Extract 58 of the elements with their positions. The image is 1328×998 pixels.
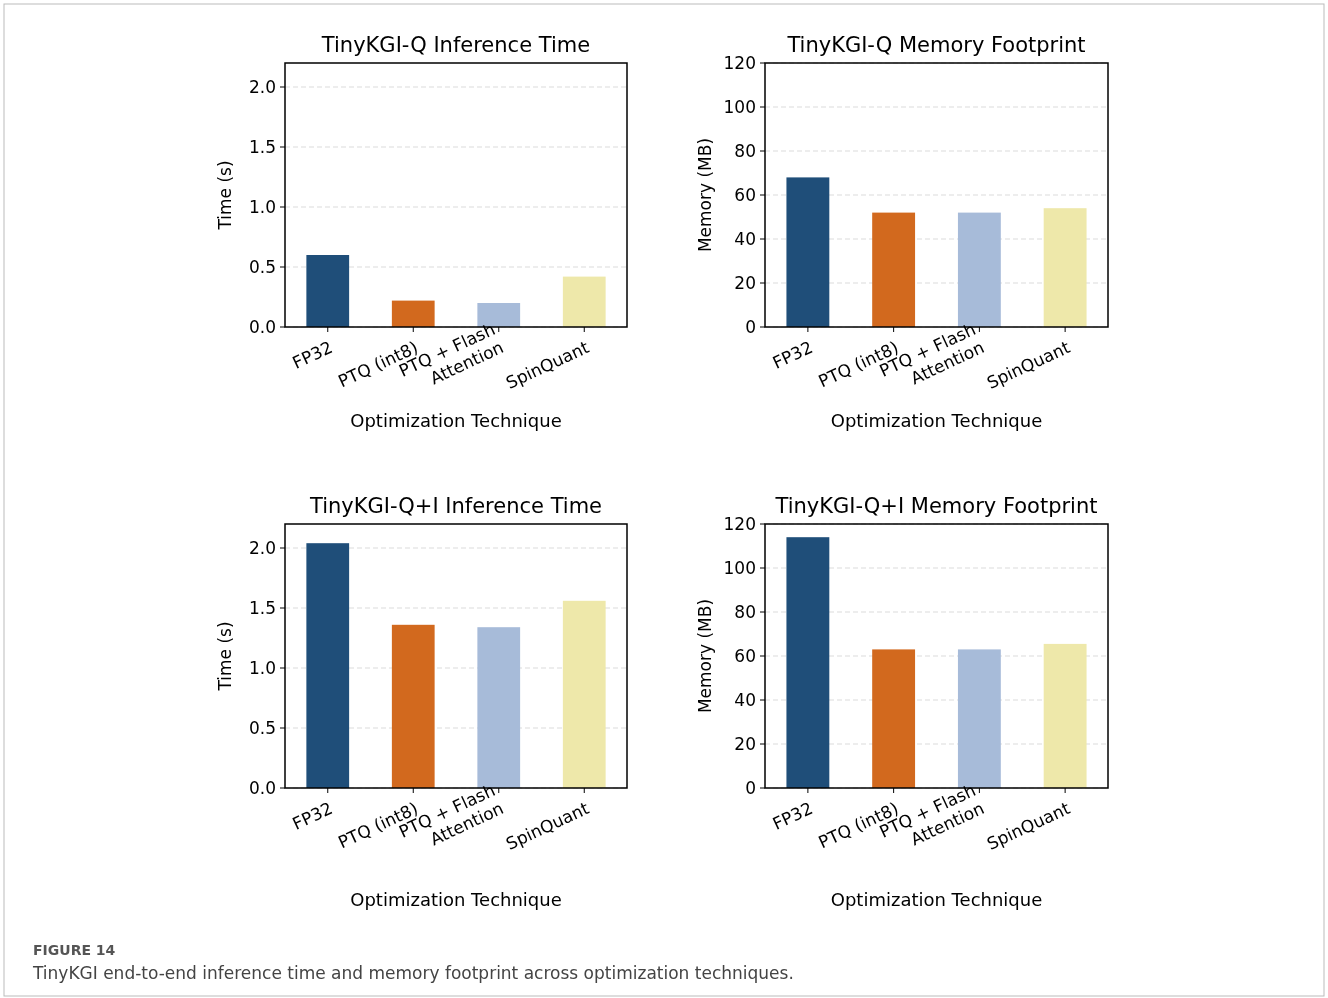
- bar: [957, 212, 1001, 327]
- y-tick-label: 40: [734, 689, 756, 710]
- y-tick-label: 60: [734, 184, 756, 205]
- x-axis-title: Optimization Technique: [350, 410, 562, 431]
- y-axis-title: Memory (MB): [695, 137, 715, 253]
- y-tick-label: 2.0: [248, 537, 276, 558]
- y-tick-label: 1.5: [248, 136, 276, 157]
- y-tick-label: 60: [734, 645, 756, 666]
- y-tick-label: 120: [723, 513, 756, 534]
- x-tick-label: FP32: [289, 798, 336, 834]
- x-tick-label: FP32: [289, 337, 336, 373]
- x-axis-title: Optimization Technique: [350, 889, 562, 910]
- bar: [1043, 643, 1087, 788]
- bar: [957, 649, 1001, 788]
- bar: [786, 537, 830, 788]
- y-tick-label: 0.0: [248, 777, 276, 798]
- chart-title: TinyKGI-Q Inference Time: [320, 33, 591, 57]
- y-axis-title: Time (s): [215, 621, 235, 692]
- text: TinyKGI end-to-end inference time and memory footprint across optimization techniques.: [32, 963, 794, 983]
- caption: FIGURE 14: [33, 942, 116, 958]
- x-axis-title: Optimization Technique: [830, 889, 1043, 910]
- y-tick-label: 0.5: [248, 717, 276, 738]
- chart-title: TinyKGI-Q+I Inference Time: [308, 494, 603, 518]
- y-tick-label: 1.0: [248, 196, 276, 217]
- bar: [1043, 208, 1087, 327]
- chart-title: TinyKGI-Q+I Memory Footprint: [774, 494, 1098, 518]
- y-tick-label: 100: [723, 557, 756, 578]
- y-tick-label: 20: [734, 272, 756, 293]
- bar: [786, 177, 830, 327]
- y-tick-label: 2.0: [248, 76, 276, 97]
- y-tick-label: 1.5: [248, 597, 276, 618]
- y-tick-label: 100: [723, 96, 756, 117]
- bar: [391, 300, 435, 327]
- y-tick-label: 0: [745, 777, 756, 798]
- y-tick-label: 120: [723, 52, 756, 73]
- y-tick-label: 0.0: [248, 316, 276, 337]
- bar: [872, 649, 916, 788]
- bar: [391, 624, 435, 788]
- chart-title: TinyKGI-Q Memory Footprint: [786, 33, 1086, 57]
- bar: [562, 276, 606, 327]
- x-tick-label: FP32: [769, 337, 816, 373]
- bar: [477, 627, 521, 788]
- y-axis-title: Time (s): [215, 160, 235, 231]
- x-axis-title: Optimization Technique: [830, 410, 1043, 431]
- y-axis-title: Memory (MB): [695, 598, 715, 714]
- bar: [562, 600, 606, 788]
- bar: [306, 255, 350, 327]
- bar: [477, 303, 521, 327]
- y-tick-label: 80: [734, 140, 756, 161]
- bar: [872, 212, 916, 327]
- y-tick-label: 20: [734, 733, 756, 754]
- y-tick-label: 40: [734, 228, 756, 249]
- x-tick-label: FP32: [769, 798, 816, 834]
- y-tick-label: 0.5: [248, 256, 276, 277]
- y-tick-label: 0: [745, 316, 756, 337]
- y-tick-label: 1.0: [248, 657, 276, 678]
- bar: [306, 543, 350, 788]
- y-tick-label: 80: [734, 601, 756, 622]
